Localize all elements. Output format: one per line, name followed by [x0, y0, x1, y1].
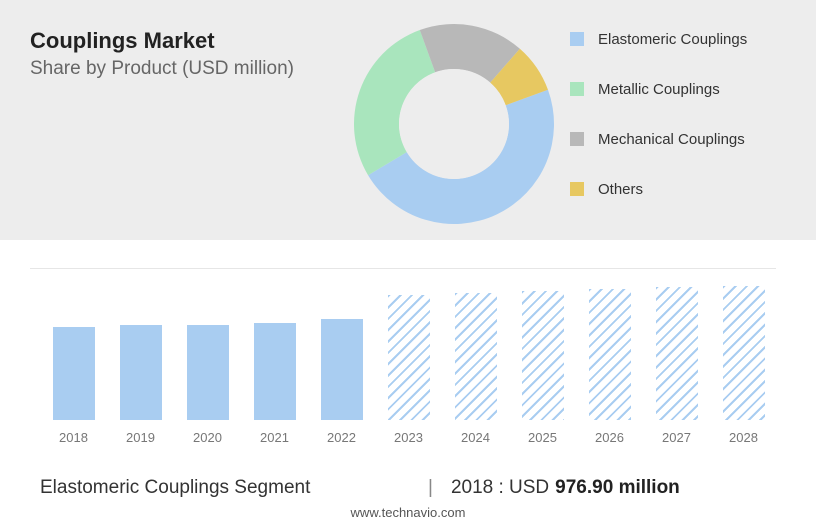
- bar-col: [308, 319, 375, 420]
- year-label: 2020: [174, 430, 241, 445]
- bar-col: [107, 325, 174, 420]
- source-url: www.technavio.com: [40, 505, 776, 520]
- donut-svg: [352, 22, 557, 227]
- bar-col: [174, 325, 241, 420]
- year-label: 2024: [442, 430, 509, 445]
- bar-chart-area: 2018201920202021202220232024202520262027…: [0, 240, 816, 460]
- bar-col: [576, 289, 643, 420]
- bar: [455, 293, 497, 420]
- title-block: Couplings Market Share by Product (USD m…: [30, 28, 294, 80]
- bar: [120, 325, 162, 420]
- year-labels: 2018201920202021202220232024202520262027…: [40, 430, 780, 445]
- legend-label: Others: [598, 181, 643, 198]
- bar-chart: 2018201920202021202220232024202520262027…: [40, 280, 780, 450]
- year-label: 2026: [576, 430, 643, 445]
- legend-swatch: [570, 182, 584, 196]
- divider-line: [30, 268, 776, 269]
- year-label: 2025: [509, 430, 576, 445]
- bar-col: [375, 295, 442, 420]
- year-label: 2019: [107, 430, 174, 445]
- bar-col: [40, 327, 107, 420]
- footer-stat-row: Elastomeric Couplings Segment | 2018 : U…: [40, 477, 776, 499]
- bar: [522, 291, 564, 420]
- bar: [723, 286, 765, 420]
- bar: [187, 325, 229, 420]
- year-label: 2021: [241, 430, 308, 445]
- footer: Elastomeric Couplings Segment | 2018 : U…: [0, 477, 816, 528]
- legend-swatch: [570, 82, 584, 96]
- legend-item: Others: [570, 164, 747, 214]
- bar: [53, 327, 95, 420]
- legend-item: Metallic Couplings: [570, 64, 747, 114]
- legend-swatch: [570, 132, 584, 146]
- year-label: 2027: [643, 430, 710, 445]
- chart-subtitle: Share by Product (USD million): [30, 58, 294, 80]
- donut-hole: [399, 69, 509, 179]
- year-label: 2022: [308, 430, 375, 445]
- legend-label: Elastomeric Couplings: [598, 31, 747, 48]
- bar-col: [509, 291, 576, 420]
- bar-col: [643, 287, 710, 420]
- legend: Elastomeric Couplings Metallic Couplings M…: [570, 14, 747, 214]
- footer-divider: |: [428, 477, 433, 499]
- year-label: 2023: [375, 430, 442, 445]
- bars-row: [40, 280, 780, 420]
- legend-label: Metallic Couplings: [598, 81, 720, 98]
- legend-swatch: [570, 32, 584, 46]
- bar: [254, 323, 296, 420]
- donut-chart: [352, 22, 557, 227]
- legend-item: Mechanical Couplings: [570, 114, 747, 164]
- segment-name: Elastomeric Couplings Segment: [40, 477, 410, 499]
- chart-title: Couplings Market: [30, 28, 294, 54]
- legend-item: Elastomeric Couplings: [570, 14, 747, 64]
- legend-label: Mechanical Couplings: [598, 131, 745, 148]
- bar-col: [710, 286, 777, 420]
- bar: [589, 289, 631, 420]
- bar-col: [442, 293, 509, 420]
- year-label: 2028: [710, 430, 777, 445]
- top-panel: Couplings Market Share by Product (USD m…: [0, 0, 816, 240]
- stat-prefix: 2018 : USD: [451, 477, 549, 499]
- year-label: 2018: [40, 430, 107, 445]
- stat-value: 976.90 million: [555, 477, 680, 499]
- bar: [321, 319, 363, 420]
- bar: [656, 287, 698, 420]
- bar: [388, 295, 430, 420]
- bar-col: [241, 323, 308, 420]
